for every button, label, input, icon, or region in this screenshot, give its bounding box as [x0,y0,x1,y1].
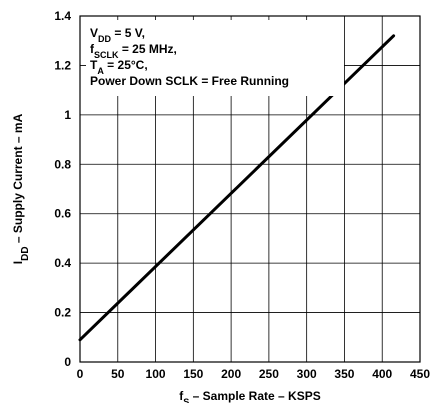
conditions-annotation: VDD = 5 V,fSCLK = 25 MHz,TA = 25°C,Power… [86,20,344,96]
y-axis-label: IDD – Supply Current – mA [11,113,31,264]
x-tick-label: 50 [111,367,125,381]
y-tick-label: 0.2 [54,306,71,320]
x-axis-label: fS – Sample Rate – KSPS [179,389,320,403]
y-tick-label: 0.6 [54,207,71,221]
x-tick-label: 0 [77,367,84,381]
x-tick-label: 450 [410,367,430,381]
x-axis-ticks: 0 50 100 150 200 250 300 350 400 450 [77,367,431,381]
x-tick-label: 250 [259,367,279,381]
y-tick-label: 1.4 [54,9,71,23]
y-tick-label: 0.8 [54,157,71,171]
x-tick-label: 300 [297,367,317,381]
x-tick-label: 100 [146,367,166,381]
annotation-line: Power Down SCLK = Free Running [90,74,289,88]
annotation-background [86,20,344,96]
x-tick-label: 350 [334,367,354,381]
y-tick-label: 1.2 [54,58,71,72]
annotation-line: VDD = 5 V, [90,26,145,44]
x-tick-label: 150 [183,367,203,381]
annotation-line: fSCLK = 25 MHz, [90,42,177,60]
x-tick-label: 400 [372,367,392,381]
y-tick-label: 0.4 [54,256,71,270]
y-axis-ticks: 0 0.2 0.4 0.6 0.8 1 1.2 1.4 [54,9,71,369]
x-tick-label: 200 [221,367,241,381]
y-tick-label: 0 [64,355,71,369]
y-tick-label: 1 [64,108,71,122]
plot-frame [79,15,421,363]
annotation-line: TA = 25°C, [90,58,148,76]
